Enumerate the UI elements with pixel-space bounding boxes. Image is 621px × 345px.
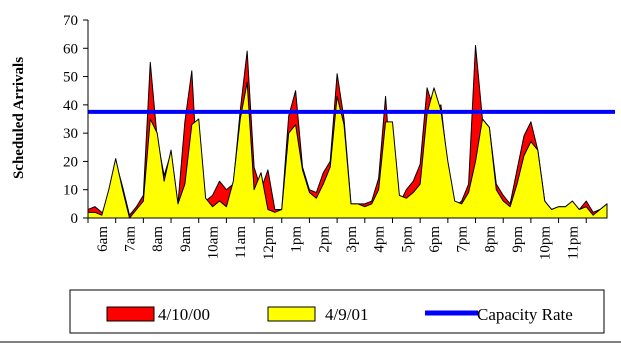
x-tick-label: 8am <box>150 226 166 252</box>
legend-box <box>69 289 605 334</box>
x-tick-label: 3pm <box>344 226 360 253</box>
x-tick-label: 9am <box>178 226 194 252</box>
x-tick-label: 9pm <box>510 226 526 253</box>
y-tick-label: 50 <box>63 70 78 86</box>
y-tick-label: 60 <box>63 41 78 57</box>
x-tick-label: 5pm <box>399 226 415 253</box>
x-tick-label: 2pm <box>316 226 332 253</box>
y-tick-label: 40 <box>63 98 78 114</box>
x-tick-label: 1pm <box>289 226 305 253</box>
x-tick-label: 6pm <box>427 226 443 253</box>
x-tick-label: 10pm <box>538 226 554 261</box>
y-tick-label: 30 <box>63 126 78 142</box>
x-tick-label: 7pm <box>455 226 471 253</box>
series-area-4-9-01 <box>87 81 608 219</box>
legend: 4/10/00 4/9/01 Capacity Rate <box>69 289 605 334</box>
legend-label-4-9-01: 4/9/01 <box>325 305 368 324</box>
y-axis-title: Scheduled Arrivals <box>11 57 27 179</box>
x-tick-label: 4pm <box>372 226 388 253</box>
x-tick-label: 12pm <box>261 226 277 261</box>
y-tick-label: 20 <box>63 154 78 170</box>
x-tick-label: 11am <box>233 226 249 259</box>
x-tick-label: 10am <box>206 226 222 260</box>
legend-swatch-4-9-01 <box>267 306 316 322</box>
legend-label-capacity-rate: Capacity Rate <box>477 305 573 324</box>
x-tick-label: 8pm <box>482 226 498 253</box>
y-tick-label: 0 <box>71 211 79 227</box>
x-tick-label: 11pm <box>565 226 581 260</box>
y-tick-label: 10 <box>63 183 78 199</box>
x-tick-label: 7am <box>123 226 139 252</box>
legend-swatch-4-10-00 <box>106 306 155 322</box>
axes: 0 10 20 30 40 50 60 70 6am 7am 8am 9am 10am 11am 12pm 1… <box>63 13 607 260</box>
y-tick-label: 70 <box>63 13 78 29</box>
legend-label-4-10-00: 4/10/00 <box>158 305 210 324</box>
plot-area <box>87 44 615 219</box>
x-tick-label: 6am <box>95 226 111 252</box>
